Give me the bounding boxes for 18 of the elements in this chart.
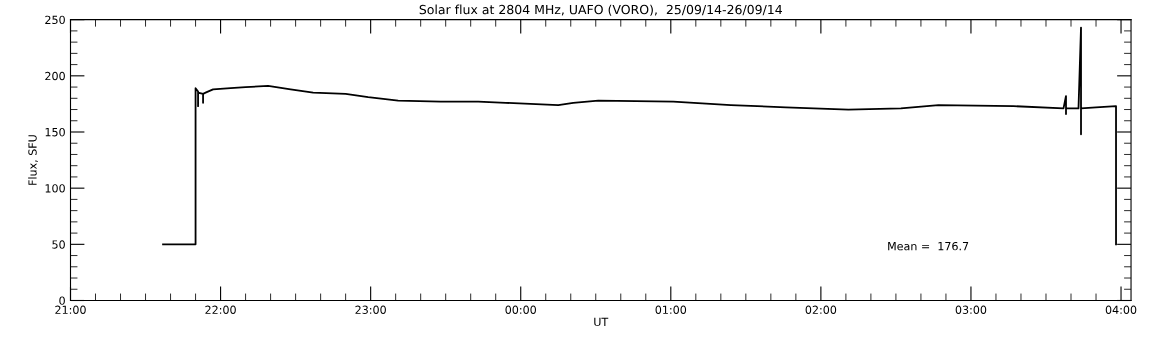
- x-tick-label: 04:00: [1105, 305, 1137, 314]
- y-tick-label: 50: [52, 240, 65, 249]
- y-tick-label: 0: [59, 296, 65, 305]
- y-tick-label: 200: [45, 71, 65, 81]
- annotation: Mean = 176.7: [888, 241, 969, 251]
- x-tick-label: 03:00: [955, 305, 987, 314]
- x-tick-label: 22:00: [205, 305, 236, 314]
- x-tick-label: 23:00: [355, 305, 386, 314]
- chart-title: Solar flux at 2804 MHz, UAFO (VORO), 25/09/14-26/09/14: [419, 4, 782, 16]
- x-tick-label: 02:00: [805, 305, 837, 314]
- y-tick-label: 250: [45, 15, 65, 25]
- x-axis-title: UT: [594, 317, 609, 327]
- y-axis-title: Flux, SFU: [28, 135, 38, 185]
- y-tick-label: 100: [45, 184, 65, 193]
- y-tick-label: 150: [45, 127, 65, 137]
- x-tick-label: 21:00: [55, 305, 86, 314]
- x-tick-label: 00:00: [505, 305, 536, 314]
- x-tick-label: 01:00: [655, 305, 687, 314]
